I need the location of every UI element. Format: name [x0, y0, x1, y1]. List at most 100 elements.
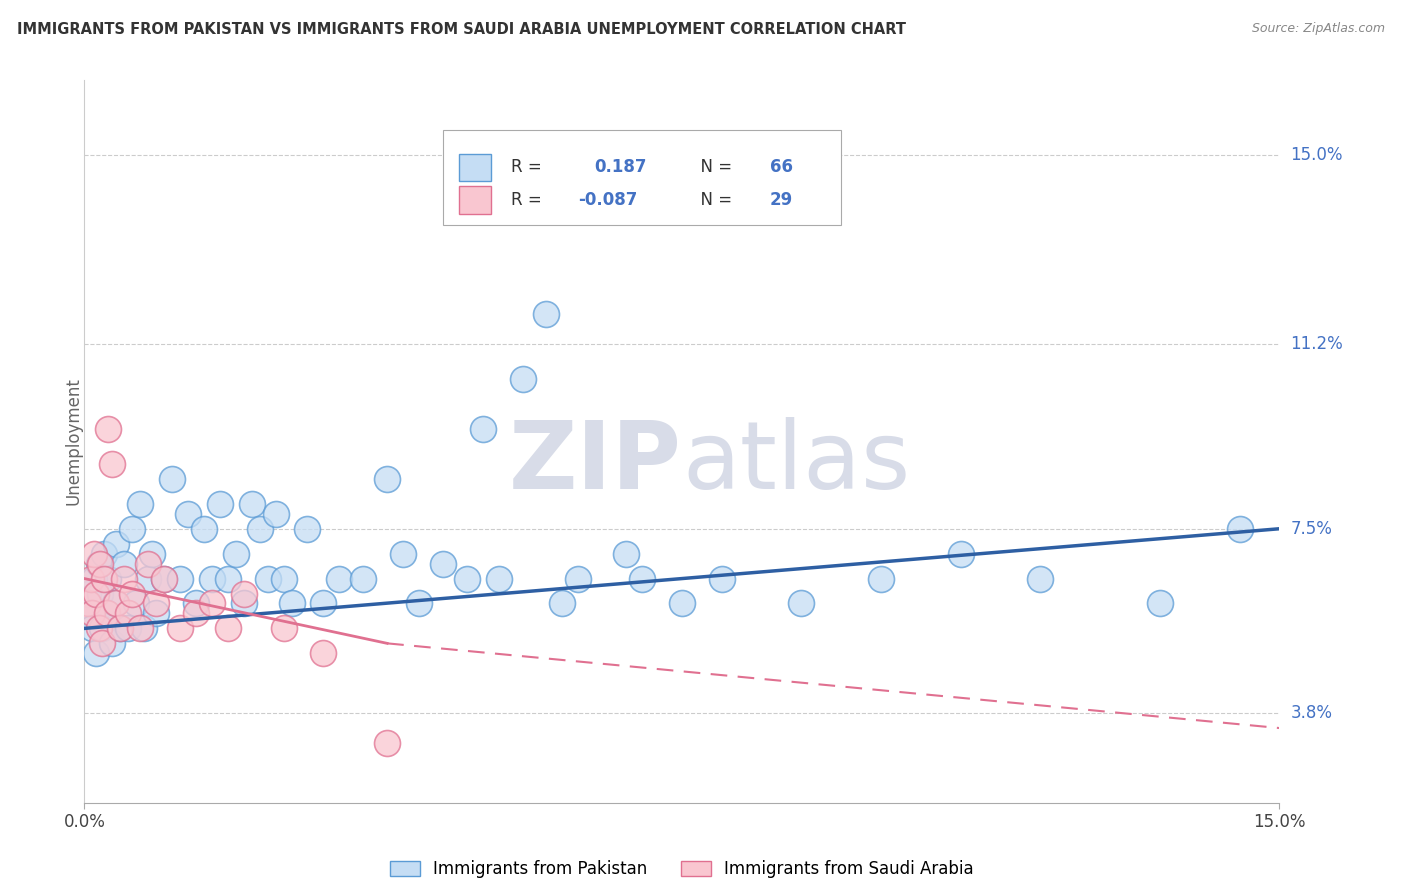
Point — [1149, 597, 1171, 611]
Point — [408, 597, 430, 611]
Point — [96, 607, 118, 621]
Point — [1229, 522, 1251, 536]
Text: 15.0%: 15.0% — [1291, 146, 1343, 164]
Point — [273, 621, 295, 635]
Point — [201, 572, 224, 586]
Point — [110, 621, 132, 635]
Text: 0.187: 0.187 — [595, 159, 647, 177]
Point — [89, 586, 111, 600]
Point — [264, 507, 287, 521]
Point — [240, 497, 263, 511]
Point — [201, 597, 224, 611]
Point — [96, 607, 118, 621]
Point — [90, 621, 112, 635]
Point — [512, 372, 534, 386]
Point — [312, 646, 335, 660]
Point — [208, 497, 231, 511]
Point — [117, 607, 139, 621]
Point — [375, 736, 398, 750]
FancyBboxPatch shape — [443, 130, 841, 225]
Point — [117, 621, 139, 635]
Point — [249, 522, 271, 536]
Point — [184, 597, 207, 611]
Point — [328, 572, 350, 586]
FancyBboxPatch shape — [458, 153, 491, 181]
Point — [184, 607, 207, 621]
Text: 7.5%: 7.5% — [1291, 520, 1333, 538]
Text: 3.8%: 3.8% — [1291, 704, 1333, 723]
Point — [136, 572, 159, 586]
Text: N =: N = — [690, 159, 737, 177]
Point — [193, 522, 215, 536]
Text: atlas: atlas — [682, 417, 910, 509]
Point — [82, 621, 104, 635]
Point — [101, 636, 124, 650]
Point — [121, 586, 143, 600]
Point — [710, 572, 733, 586]
Point — [77, 597, 100, 611]
Point — [614, 547, 637, 561]
Point — [87, 621, 110, 635]
Point — [177, 507, 200, 521]
Point — [97, 422, 120, 436]
Text: R =: R = — [510, 159, 553, 177]
Point — [101, 457, 124, 471]
Point — [488, 572, 510, 586]
Point — [551, 597, 574, 611]
Point — [225, 547, 247, 561]
Text: N =: N = — [690, 191, 737, 209]
Point — [217, 572, 239, 586]
Point — [471, 422, 494, 436]
Point — [297, 522, 319, 536]
Point — [105, 537, 128, 551]
Point — [232, 586, 254, 600]
Point — [145, 597, 167, 611]
Text: ZIP: ZIP — [509, 417, 682, 509]
Point — [631, 572, 654, 586]
Point — [112, 557, 135, 571]
Point — [567, 572, 589, 586]
Point — [160, 472, 183, 486]
Point — [217, 621, 239, 635]
Text: R =: R = — [510, 191, 547, 209]
Point — [141, 547, 163, 561]
Point — [86, 586, 108, 600]
Point — [104, 597, 127, 611]
Point — [93, 572, 115, 586]
Point — [169, 621, 191, 635]
Point — [671, 597, 693, 611]
Point — [86, 646, 108, 660]
Text: 29: 29 — [769, 191, 793, 209]
Point — [93, 547, 115, 561]
Text: -0.087: -0.087 — [578, 191, 638, 209]
Point — [432, 557, 454, 571]
Y-axis label: Unemployment: Unemployment — [65, 377, 82, 506]
Point — [280, 597, 302, 611]
Point — [110, 621, 132, 635]
Point — [112, 572, 135, 586]
Point — [273, 572, 295, 586]
Point — [83, 572, 105, 586]
Point — [83, 547, 105, 561]
Point — [312, 597, 335, 611]
FancyBboxPatch shape — [458, 186, 491, 213]
Point — [87, 557, 110, 571]
Point — [125, 597, 148, 611]
Point — [949, 547, 972, 561]
Point — [105, 597, 128, 611]
Point — [136, 557, 159, 571]
Point — [536, 308, 558, 322]
Point — [82, 607, 104, 621]
Point — [77, 586, 100, 600]
Point — [392, 547, 415, 561]
Point — [90, 636, 112, 650]
Point — [790, 597, 813, 611]
Text: 66: 66 — [769, 159, 793, 177]
Legend: Immigrants from Pakistan, Immigrants from Saudi Arabia: Immigrants from Pakistan, Immigrants fro… — [384, 854, 980, 885]
Point — [870, 572, 893, 586]
Point — [80, 607, 103, 621]
Point — [89, 557, 111, 571]
Point — [129, 621, 152, 635]
Point — [256, 572, 278, 586]
Point — [132, 621, 156, 635]
